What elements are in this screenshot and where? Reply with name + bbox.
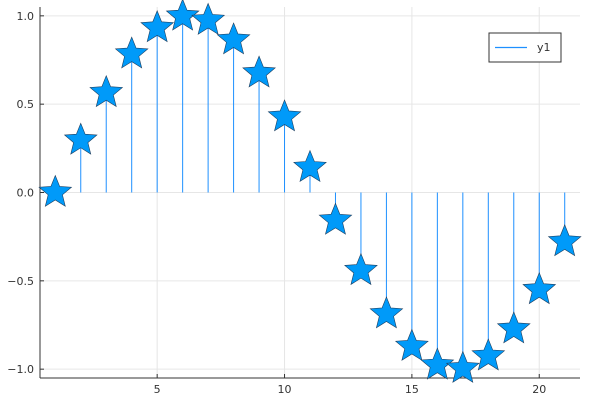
x-tick-label: 20 — [532, 383, 546, 396]
star-marker — [445, 350, 480, 383]
x-tick-label: 5 — [154, 383, 161, 396]
star-marker — [216, 22, 251, 55]
tick-labels: 5 10 15 20 −1.0 −0.5 0.0 0.5 1.0 — [7, 10, 546, 396]
legend[interactable]: y1 — [488, 32, 562, 63]
star-marker — [38, 174, 73, 207]
star-marker — [344, 252, 378, 286]
star-marker — [114, 36, 149, 69]
x-tick-label: 10 — [278, 383, 292, 396]
star-marker — [165, 0, 200, 31]
star-marker — [496, 311, 531, 344]
star-marker — [242, 55, 276, 88]
axes — [39, 7, 580, 379]
star-marker — [522, 271, 557, 305]
y-tick-label: 0.5 — [17, 98, 35, 111]
y-tick-label: −1.0 — [7, 363, 34, 376]
y-tick-label: −0.5 — [7, 275, 34, 288]
star-marker — [420, 347, 455, 380]
star-marker — [394, 328, 429, 361]
y-tick-label: 1.0 — [17, 10, 35, 23]
star-marker — [369, 296, 404, 329]
star-marker — [191, 2, 226, 35]
star-marker — [63, 122, 98, 155]
y-tick-label: 0.0 — [17, 187, 35, 200]
legend-label-y1: y1 — [537, 41, 551, 54]
star-marker — [267, 99, 302, 132]
star-marker — [471, 338, 506, 371]
star-marker — [547, 224, 582, 257]
star-marker — [89, 74, 124, 108]
star-markers — [38, 0, 582, 383]
star-marker — [293, 149, 327, 182]
star-marker — [318, 202, 353, 235]
x-tick-label: 15 — [405, 383, 419, 396]
star-marker — [140, 10, 175, 43]
